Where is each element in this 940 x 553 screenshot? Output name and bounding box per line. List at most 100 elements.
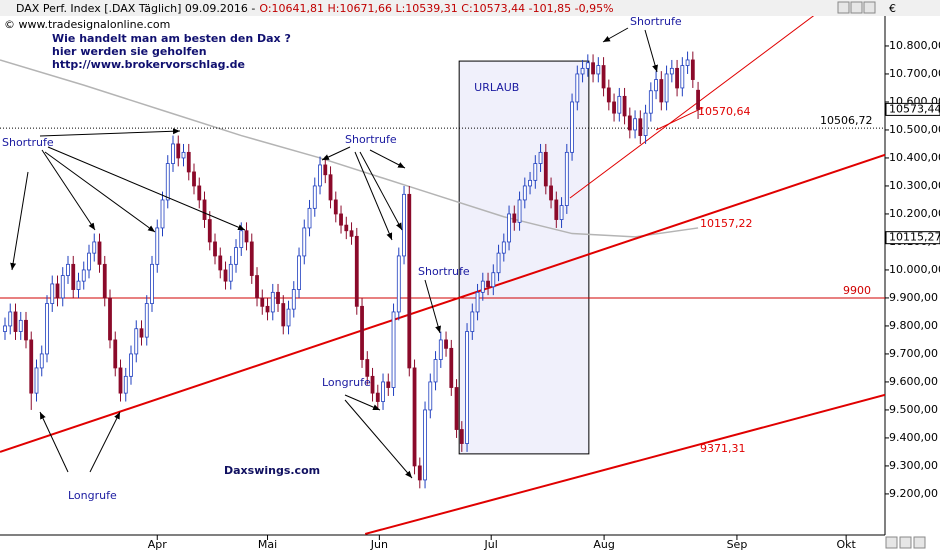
trendline-label: 10157,22	[700, 217, 753, 230]
y-tick-label: 9.600,00	[889, 375, 938, 388]
candle-body	[564, 151, 569, 206]
candle-body	[470, 311, 475, 332]
candle-body	[87, 252, 91, 271]
candle-body	[307, 207, 312, 229]
candle-body	[354, 235, 359, 307]
candle-body	[381, 381, 385, 402]
button[interactable]	[850, 1, 863, 14]
candle-body	[255, 275, 259, 299]
candle-body	[444, 339, 448, 349]
candle-body	[13, 311, 18, 332]
trendline-label: 10570,64	[698, 105, 751, 118]
y-tick-label: 9.700,00	[889, 347, 938, 360]
candle-body	[202, 199, 207, 220]
candle-body	[465, 331, 469, 444]
candle-body	[286, 308, 291, 327]
candle-body	[45, 303, 49, 355]
candle-body	[302, 227, 307, 257]
candle-body	[549, 185, 553, 201]
annotation: Shortrufe	[345, 133, 397, 146]
candle-body	[18, 319, 23, 332]
candle-body	[370, 375, 375, 394]
reference-label: 10506,72	[820, 114, 873, 127]
candle-body	[643, 112, 648, 136]
y-tick-label: 10.400,00	[889, 151, 940, 164]
candle-body	[81, 269, 86, 282]
button[interactable]	[899, 536, 912, 549]
candle-body	[417, 465, 422, 481]
candle-body	[407, 193, 412, 369]
candle-body	[139, 328, 144, 338]
candle-body	[344, 224, 349, 232]
trendline-label: 9371,31	[700, 442, 746, 455]
button[interactable]	[863, 1, 876, 14]
candle-body	[34, 367, 39, 394]
candle-body	[297, 255, 301, 290]
trendline	[0, 153, 885, 453]
candle-body	[260, 297, 265, 307]
candle-body	[29, 339, 34, 394]
source: © www.tradesignalonline.com	[4, 18, 170, 31]
y-tick-label: 10.500,00	[889, 123, 940, 136]
window-buttons[interactable]	[837, 1, 926, 549]
candle-body	[638, 118, 643, 136]
candle-body	[323, 164, 328, 176]
candle-body	[596, 65, 601, 75]
candle-body	[244, 230, 249, 243]
candle-body	[606, 87, 611, 103]
candle-body	[3, 325, 7, 332]
candle-body	[333, 199, 338, 215]
candle-body	[412, 367, 417, 467]
candle-body	[591, 62, 595, 75]
trendline	[655, 107, 704, 131]
y-tick-label: 9.400,00	[889, 431, 938, 444]
candle-body	[680, 65, 685, 89]
x-tick-label: Aug	[593, 538, 614, 551]
candle-body	[312, 185, 317, 209]
candle-body	[108, 297, 112, 341]
promo: hier werden sie geholfen	[52, 45, 207, 58]
candle-body	[491, 272, 496, 288]
axis-marker-label: 10115,27	[889, 231, 940, 244]
candle-body	[8, 311, 13, 327]
candle-body	[181, 151, 186, 159]
candle-body	[690, 59, 695, 80]
candle-body	[328, 174, 333, 201]
candle-body	[675, 67, 679, 89]
candle-body	[517, 199, 522, 223]
candle-body	[375, 392, 380, 402]
candle-body	[496, 252, 501, 274]
candle-body	[648, 90, 653, 114]
axis-marker-label: 10573,44	[889, 102, 940, 115]
annotation: Shortrufe	[2, 136, 54, 149]
candle-body	[249, 241, 254, 276]
candle-body	[197, 185, 202, 201]
reference-label: 9900	[843, 284, 871, 297]
candle-body	[475, 291, 480, 313]
candle-body	[270, 291, 275, 313]
candle-body	[60, 275, 65, 299]
candle-body	[423, 409, 427, 481]
button[interactable]	[885, 536, 898, 549]
button[interactable]	[837, 1, 850, 14]
candle-body	[617, 95, 622, 114]
x-tick-label: Mai	[258, 538, 277, 551]
candle-body	[528, 179, 532, 187]
candle-body	[522, 185, 527, 201]
candle-body	[223, 269, 228, 282]
candle-body	[575, 73, 580, 103]
button[interactable]	[913, 536, 926, 549]
candle-body	[349, 230, 354, 237]
candle-body	[559, 205, 564, 220]
candle-body	[239, 230, 244, 248]
candle-body	[664, 73, 669, 103]
candle-body	[365, 359, 370, 377]
axis-marker	[885, 102, 940, 116]
candle-body	[192, 171, 196, 187]
candle-body	[218, 255, 223, 271]
candle-body	[339, 213, 343, 226]
candle-body	[55, 283, 60, 299]
candle-body	[186, 151, 191, 173]
x-tick-label: Sep	[727, 538, 748, 551]
